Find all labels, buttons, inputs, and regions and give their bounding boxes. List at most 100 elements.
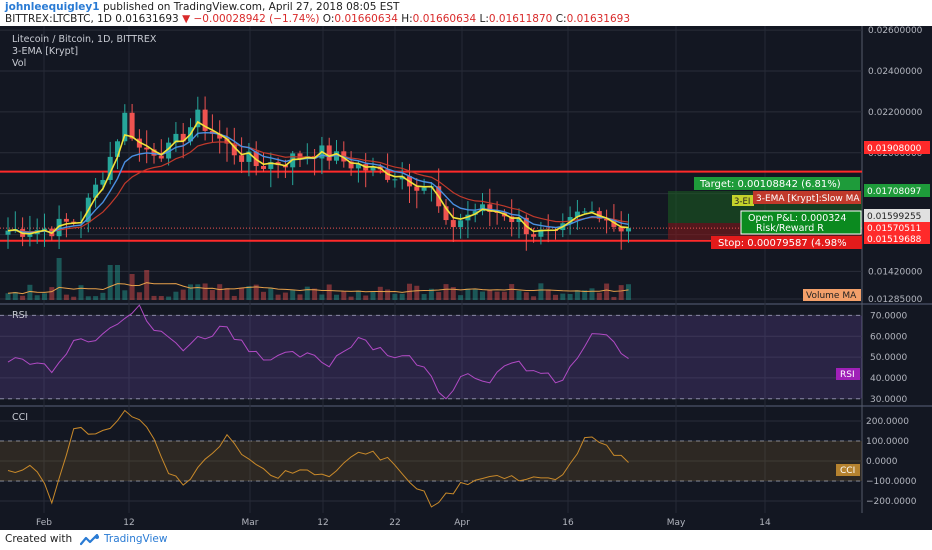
time-tick-label: Apr <box>454 518 470 528</box>
target-line-tag <box>864 141 930 154</box>
volume-bar <box>560 293 566 300</box>
target-label: Target: 0.00108842 (6.81%) <box>699 179 841 190</box>
volume-bar <box>71 296 77 300</box>
current-price-tag-text: 0.01599255 <box>867 212 921 222</box>
volume-bar <box>626 284 631 300</box>
price-tick-label: 0.02600000 <box>868 26 923 36</box>
price-change: −0.00028942 (−1.74%) <box>193 13 320 25</box>
rsi-band <box>0 315 862 399</box>
volume-bar <box>290 289 296 300</box>
volume-bar <box>78 285 84 300</box>
volume-bar <box>480 291 485 300</box>
candle-body <box>202 109 208 131</box>
last-price: 0.01631693 <box>115 13 179 25</box>
ohlc-c-label: C: <box>555 13 567 25</box>
ema-small-label: 3-EI <box>734 197 750 207</box>
ema-legend: 3-EMA [Krypt] <box>12 46 78 57</box>
candle-body <box>261 166 266 169</box>
candle-body <box>611 220 617 227</box>
volume-bar <box>253 284 259 300</box>
price-tick-label: 0.01420000 <box>868 267 923 277</box>
ohlc-l-value: 0.01611870 <box>488 13 553 25</box>
volume-bar <box>261 291 266 300</box>
current-price-tag <box>864 209 930 222</box>
volume-bar <box>516 290 522 300</box>
volume-bar <box>166 296 172 300</box>
candle-body <box>56 218 62 237</box>
volume-bar <box>523 292 529 300</box>
rsi-tick-label: 40.0000 <box>870 374 907 384</box>
risk-reward-label: Risk/Reward R <box>756 223 824 234</box>
volume-bar <box>407 283 412 300</box>
author-name[interactable]: johnleequigley1 <box>5 1 100 13</box>
candle-body <box>224 138 230 144</box>
volume-bar <box>246 286 252 300</box>
volume-bar <box>487 289 493 300</box>
publish-line: johnleequigley1 published on TradingView… <box>5 1 399 13</box>
candle-body <box>93 184 99 198</box>
candle-body <box>246 151 252 162</box>
volume-bar <box>202 283 208 300</box>
tradingview-brand[interactable]: TradingView <box>104 533 168 545</box>
volume-bar <box>268 287 274 300</box>
volume-bar <box>604 283 610 300</box>
candle-body <box>618 226 624 232</box>
candle-body <box>487 204 493 212</box>
ohlc-o-value: 0.01660634 <box>334 13 398 25</box>
time-tick-label: 12 <box>123 518 134 528</box>
volume-bar <box>553 294 558 300</box>
candle-body <box>443 206 449 221</box>
volume-bar <box>27 284 33 300</box>
candle-body <box>27 234 33 237</box>
volume-bar <box>297 294 303 300</box>
stop-line-tag <box>864 233 930 244</box>
ema-fast-line <box>7 120 629 235</box>
price-tick-label: 0.02400000 <box>868 67 923 77</box>
target-line-tag-text: 0.01908000 <box>867 144 922 154</box>
target-label-box[interactable] <box>694 177 860 190</box>
time-tick-label: May <box>667 518 686 528</box>
candle-body <box>531 234 537 237</box>
volume-bar <box>458 295 464 300</box>
symbol-name: BITTREX:LTCBTC, 1D <box>5 13 112 25</box>
candle-body <box>399 176 405 180</box>
candle-body <box>71 221 77 223</box>
ohlc-c-value: 0.01631693 <box>566 13 631 25</box>
volume-bar <box>282 292 288 300</box>
tradingview-logo-icon <box>80 534 99 546</box>
rsi-line <box>7 304 629 400</box>
candle-body <box>5 230 11 235</box>
volume-bar <box>107 265 113 300</box>
volume-bar <box>34 295 40 300</box>
volume-bar <box>115 265 120 300</box>
volume-bar <box>151 295 157 300</box>
volume-bar <box>49 287 55 300</box>
stop-label-box[interactable] <box>711 236 862 249</box>
down-arrow-icon: ▼ <box>182 13 191 25</box>
time-tick-label: Feb <box>36 518 52 528</box>
ema-mid-line <box>7 131 629 234</box>
candle-body <box>115 141 120 157</box>
volume-bar <box>450 287 456 300</box>
volume-bar <box>545 289 551 300</box>
volume-bar <box>465 288 471 300</box>
price-tick-label: 0.01285000 <box>868 295 923 305</box>
cci-tick-label: 200.0000 <box>866 417 909 427</box>
volume-bar <box>494 291 500 300</box>
candle-body <box>122 112 128 142</box>
cci-line <box>7 409 629 508</box>
time-tick-label: Mar <box>242 518 259 528</box>
volume-bar <box>326 284 332 300</box>
volume-bar <box>63 294 69 300</box>
candle-body <box>173 133 179 143</box>
volume-bar <box>231 295 237 300</box>
volume-bar <box>348 296 354 300</box>
time-tick-label: 12 <box>317 518 328 528</box>
chart-canvas[interactable]: 0.026000000.024000000.022000000.02000000… <box>0 26 932 530</box>
candle-body <box>63 218 69 222</box>
ohlc-o-label: O: <box>322 13 335 25</box>
volume-bar <box>589 288 595 300</box>
volume-ma-tag <box>803 289 861 301</box>
pnl-box[interactable] <box>740 210 862 235</box>
target-top-tag <box>864 184 930 197</box>
